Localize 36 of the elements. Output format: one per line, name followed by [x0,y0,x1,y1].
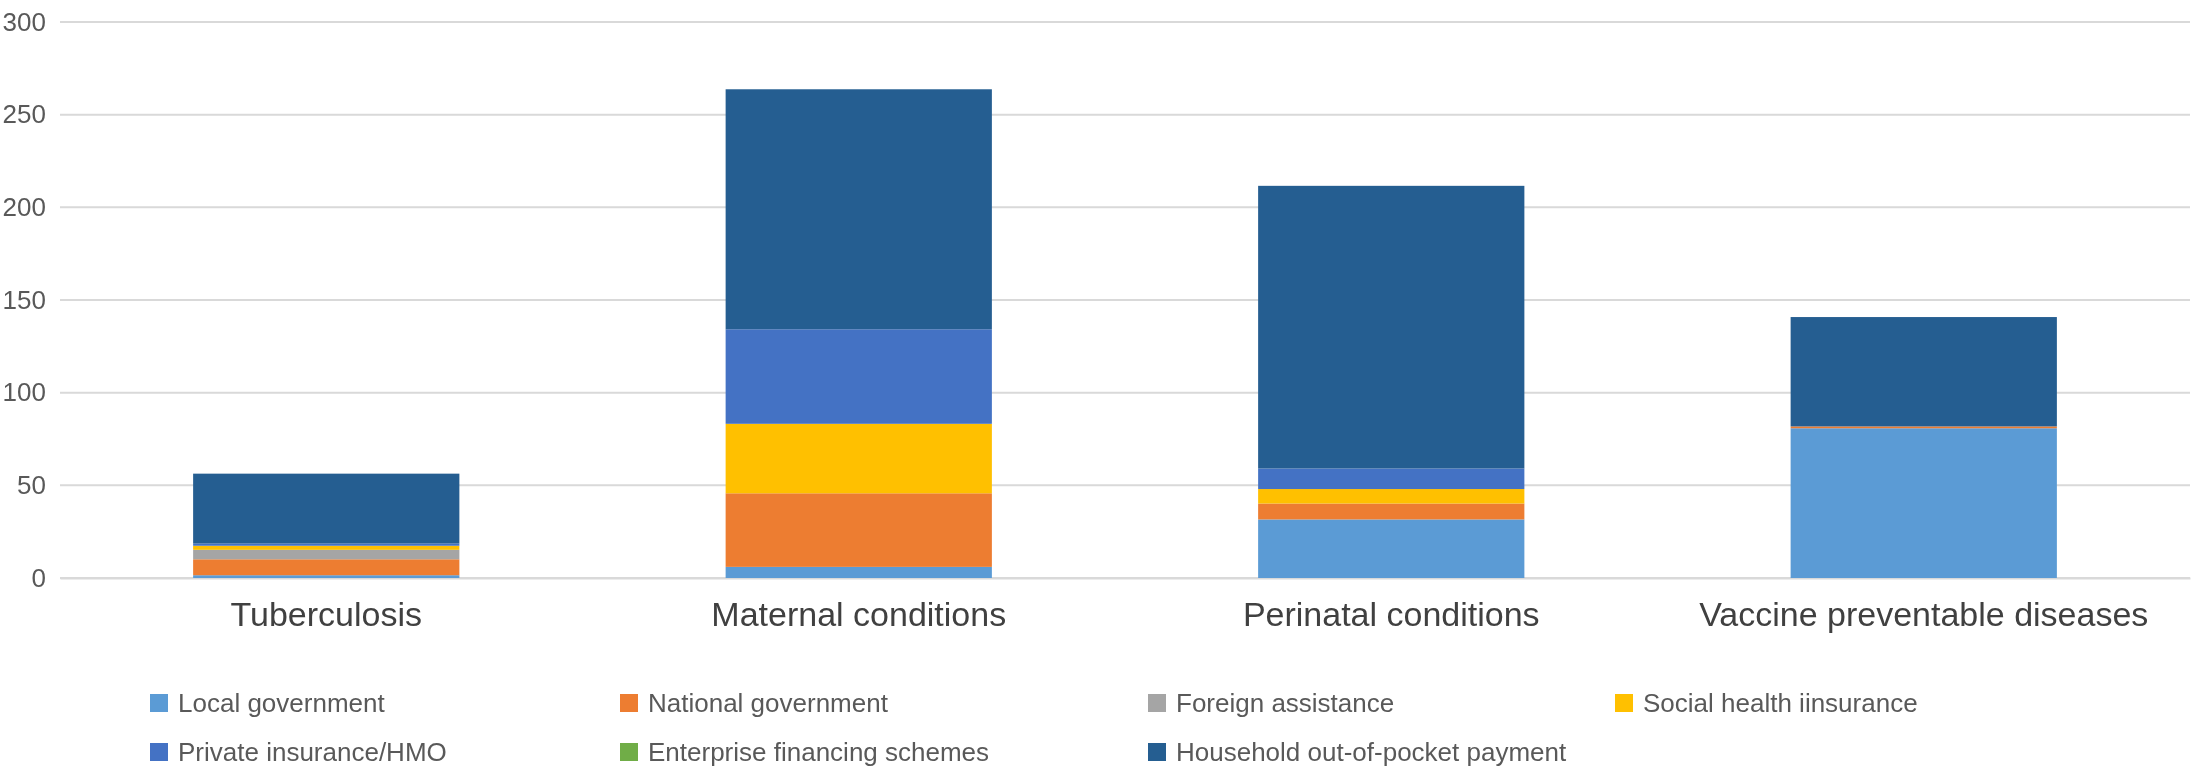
legend-label: Social health iinsurance [1643,688,1918,719]
bar [1258,519,1525,578]
y-tick-label: 0 [31,562,46,593]
bar [1790,428,2057,578]
legend-label: National government [648,688,889,719]
bar [1790,317,2057,427]
x-tick-label: Tuberculosis [230,595,422,634]
y-tick-label: 100 [2,377,46,408]
bar [725,89,992,330]
y-tick-label: 50 [17,470,46,501]
bar [725,566,992,578]
bar [725,329,992,424]
bar [193,545,460,550]
bar [193,559,460,576]
bar [1258,468,1525,490]
bar [193,473,460,544]
bar [725,493,992,567]
legend-label: Enterprise financing schemes [648,737,990,768]
x-tick-label: Maternal conditions [711,595,1007,634]
bar [1258,185,1525,469]
y-tick-label: 150 [2,284,46,315]
legend-label: Household out-of-pocket payment [1176,737,1567,768]
y-tick-label: 250 [2,99,46,130]
x-tick-label: Perinatal conditions [1242,595,1540,634]
bar [193,575,460,578]
bar [1258,489,1525,504]
y-tick-label: 300 [2,6,46,37]
legend-label: Private insurance/HMO [178,737,447,768]
bar [1258,503,1525,520]
bar [193,543,460,546]
bar [725,423,992,494]
y-tick-label: 200 [2,192,46,223]
legend-label: Foreign assistance [1176,688,1395,719]
x-tick-label: Vaccine preventable diseases [1699,595,2149,634]
bar [193,549,460,560]
legend-label: Local government [178,688,386,719]
